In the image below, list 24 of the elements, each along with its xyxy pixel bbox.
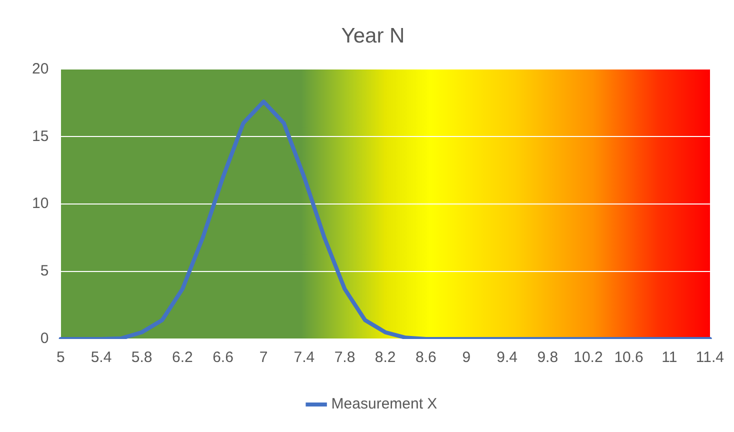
- x-tick-label: 8.6: [415, 349, 436, 366]
- x-tick-label: 6.6: [212, 349, 234, 366]
- x-tick-label: 6.2: [172, 349, 193, 366]
- legend-label: Measurement X: [331, 396, 438, 413]
- x-tick-label: 11: [662, 349, 678, 366]
- x-tick-label: 5.4: [90, 349, 112, 366]
- y-tick-label: 20: [32, 60, 49, 78]
- x-tick-label: 9.4: [496, 349, 518, 366]
- x-tick-label: 8.2: [374, 349, 396, 366]
- x-tick-label: 7.8: [334, 349, 356, 366]
- y-tick-label: 15: [32, 128, 49, 145]
- chart-title: Year N: [341, 24, 405, 48]
- x-tick-label: 9.8: [537, 349, 558, 366]
- x-tick-label: 7: [259, 349, 268, 366]
- x-tick-label: 10.6: [614, 349, 644, 366]
- x-tick-label: 10.2: [574, 349, 603, 366]
- x-tick-label: 11.4: [696, 349, 724, 366]
- x-tick-label: 7.4: [294, 349, 315, 366]
- x-tick-label: 5.8: [131, 349, 152, 366]
- x-tick-label: 9: [462, 349, 471, 366]
- x-tick-label: 5: [56, 349, 65, 366]
- y-tick-label: 0: [40, 330, 49, 348]
- y-tick-label: 5: [40, 262, 49, 280]
- y-tick-label: 10: [32, 195, 49, 212]
